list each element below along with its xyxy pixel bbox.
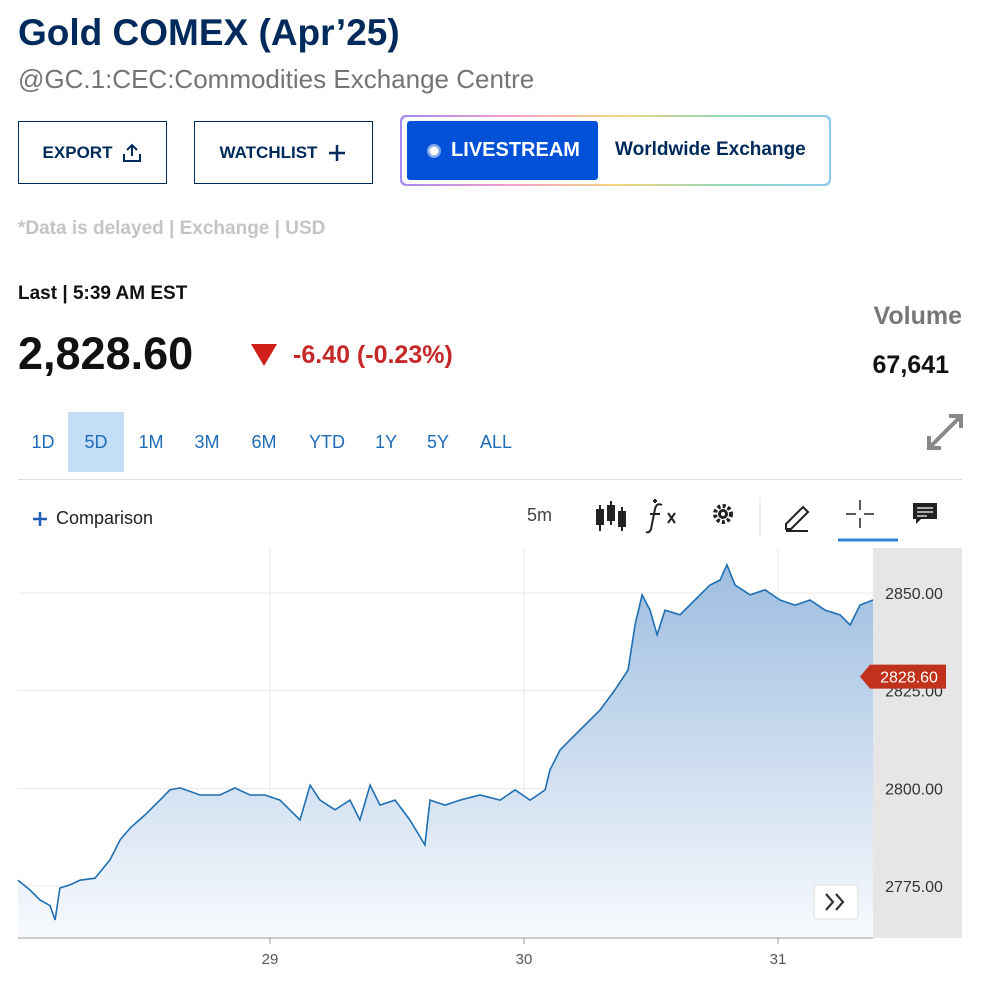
expand-icon[interactable] (925, 412, 965, 452)
range-tab[interactable]: 1Y (374, 432, 398, 452)
export-label: EXPORT (42, 142, 113, 162)
range-tab[interactable]: 5D (68, 412, 124, 472)
subtitle: @GC.1:CEC:Commodities Exchange Centre (18, 64, 535, 94)
watchlist-label: WATCHLIST (219, 142, 318, 162)
comparison-button[interactable]: Comparison (32, 508, 153, 529)
area (18, 564, 873, 938)
last-price-label: 2828.60 (880, 670, 938, 687)
down-arrow (251, 344, 277, 366)
export-button[interactable]: EXPORT (18, 121, 167, 184)
comment-icon[interactable] (913, 503, 937, 524)
range-tab[interactable]: 6M (251, 432, 277, 452)
interval[interactable]: 5m (527, 505, 553, 525)
toolbar-icons (596, 497, 937, 542)
x-tick-label: 29 (262, 951, 279, 968)
title: Gold COMEX (Apr’25) (18, 12, 400, 53)
volume-label: Volume (873, 302, 962, 330)
disclaimer: *Data is delayed | Exchange | USD (18, 218, 326, 239)
x-tick-label: 31 (770, 951, 787, 968)
range-tab[interactable]: 1D (31, 432, 55, 452)
range-tab[interactable]: 1M (138, 432, 164, 452)
candles-icon[interactable] (596, 501, 626, 531)
scroll-icon (825, 893, 845, 911)
x-tick-label: 30 (516, 951, 533, 968)
livestream-box[interactable]: LIVESTREAM Worldwide Exchange (400, 115, 831, 186)
pencil-icon[interactable] (785, 505, 810, 532)
fx-icon[interactable] (645, 499, 676, 534)
separator (18, 479, 962, 480)
price: 2,828.60 (18, 328, 194, 379)
y-axis-panel (873, 548, 962, 938)
range-tab[interactable]: 3M (194, 432, 220, 452)
livestream-label: LIVESTREAM (451, 139, 580, 161)
exchange-label: Worldwide Exchange (615, 139, 806, 160)
scroll-button-box (813, 884, 859, 920)
range-tab[interactable]: 5Y (426, 432, 450, 452)
change: -6.40 (-0.23%) (293, 341, 453, 369)
volume: 67,641 (872, 351, 949, 379)
crosshair-icon[interactable] (846, 500, 874, 528)
comparison-label: Comparison (56, 508, 154, 528)
y-tick-label: 2850.00 (885, 586, 943, 603)
live-dot (427, 143, 442, 158)
y-tick-label: 2800.00 (885, 781, 943, 798)
y-tick-label: 2775.00 (885, 879, 943, 896)
range-tab[interactable]: ALL (479, 432, 513, 452)
export-icon (123, 143, 142, 162)
plus-icon (33, 511, 47, 526)
plus-icon (329, 144, 346, 161)
range-tab[interactable]: YTD (309, 432, 345, 452)
last-label: Last | 5:39 AM EST (18, 283, 188, 304)
last-price-tag (860, 664, 946, 689)
settings-icon[interactable] (713, 504, 733, 524)
watchlist-button[interactable]: WATCHLIST (194, 121, 373, 184)
line (17, 562, 874, 921)
livestream-button[interactable]: LIVESTREAM (407, 121, 598, 180)
scroll-button[interactable] (813, 884, 859, 920)
